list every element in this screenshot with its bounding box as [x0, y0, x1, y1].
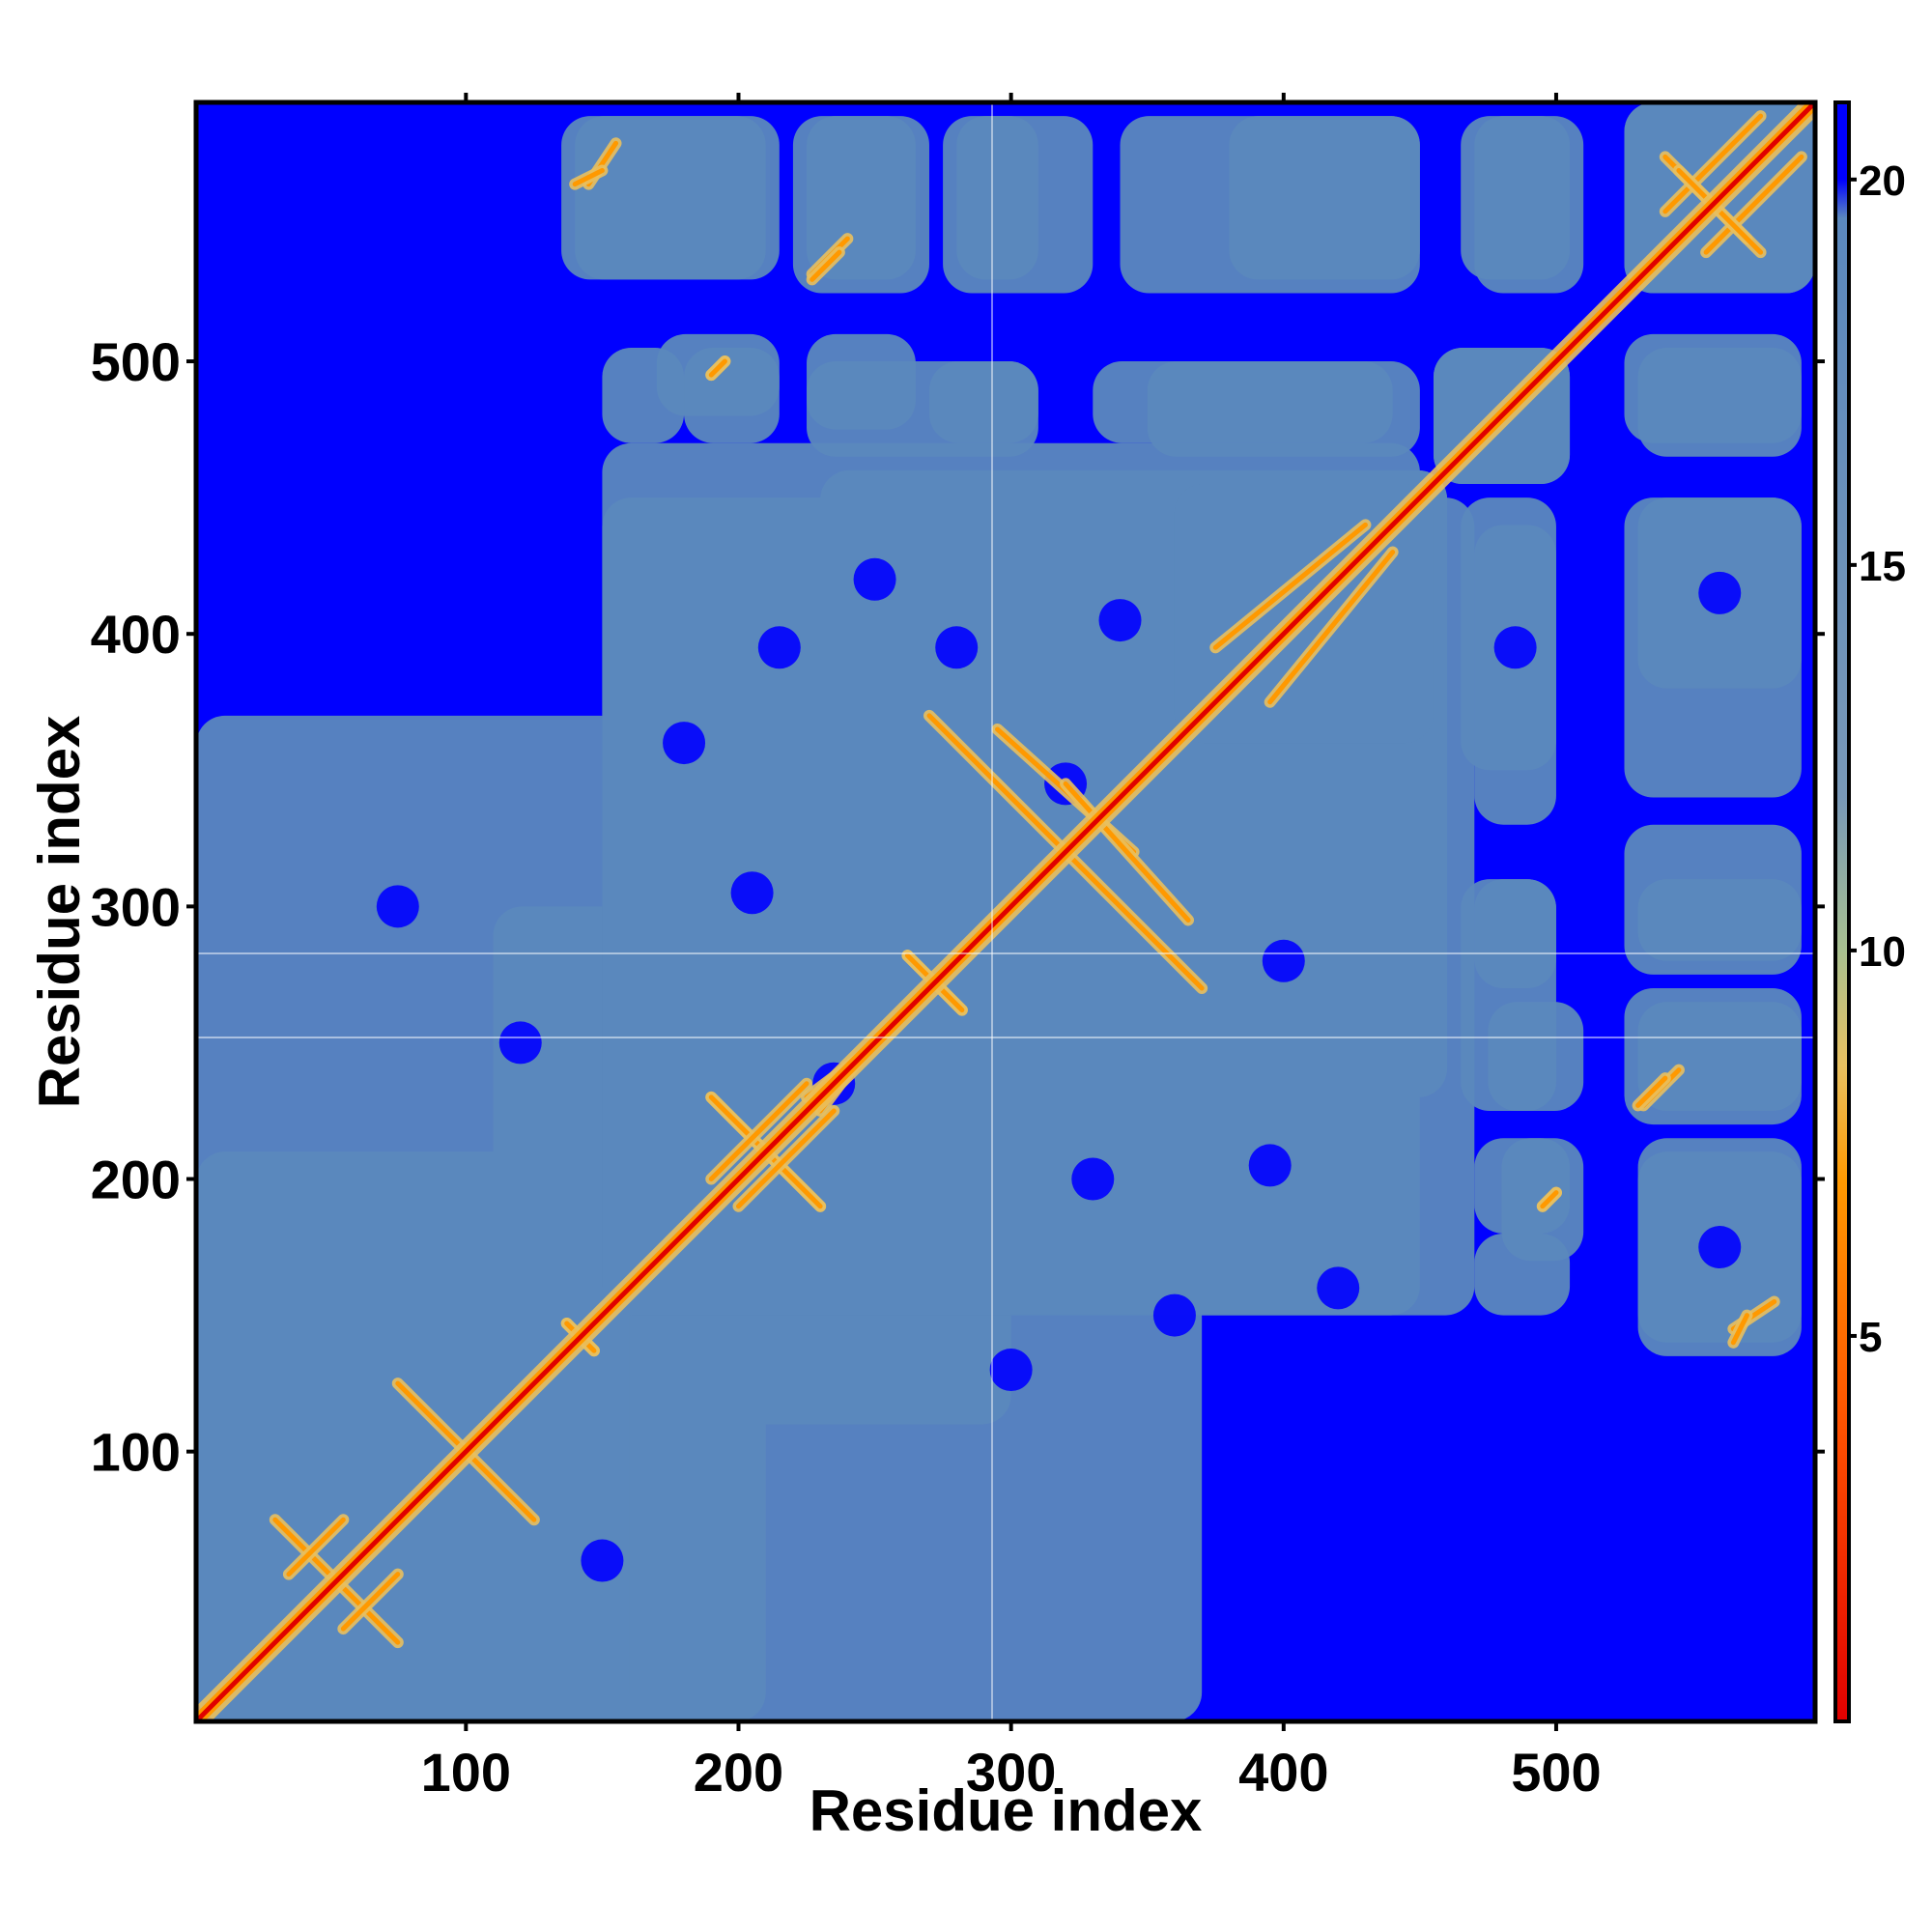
contact-line: [1540, 1190, 1559, 1209]
off-diagonal-block: [1637, 347, 1802, 457]
heatmap-layer: [196, 102, 1815, 1721]
y-tick-label: 100: [91, 1422, 181, 1483]
off-diagonal-block: [575, 116, 766, 280]
contact-line: [1063, 781, 1191, 923]
low-contact-spot: [1071, 1157, 1115, 1201]
x-tick-label: 100: [421, 1742, 511, 1803]
low-contact-spot: [853, 557, 896, 601]
off-diagonal-block: [1147, 361, 1420, 457]
off-diagonal-block: [1474, 1233, 1571, 1316]
colorbar-tick-label: 20: [1859, 157, 1906, 205]
off-diagonal-block: [1229, 116, 1420, 280]
off-diagonal-block: [1461, 116, 1571, 280]
contact-line: [1662, 113, 1764, 214]
low-contact-spot: [498, 1021, 542, 1065]
low-contact-spot: [1493, 626, 1537, 669]
colorbar-tick-label: 10: [1859, 928, 1906, 976]
low-contact-spot: [1698, 1226, 1742, 1269]
x-axis-title: Residue index: [810, 1778, 1203, 1843]
y-axis-title: Residue index: [27, 716, 92, 1109]
off-diagonal-block: [684, 347, 780, 443]
colorbar: [1833, 100, 1851, 1723]
low-contact-spot: [376, 885, 419, 928]
y-tick-label: 400: [91, 604, 181, 665]
low-contact-spot: [935, 626, 979, 669]
low-contact-spot: [1098, 599, 1142, 642]
colorbar-tick-label: 15: [1859, 543, 1906, 590]
off-diagonal-block: [956, 116, 1038, 280]
contact-line: [572, 168, 605, 187]
contact-line: [735, 1108, 837, 1209]
contact-line: [1063, 849, 1205, 991]
low-contact-spot: [989, 1349, 1033, 1392]
contact-line: [708, 358, 727, 378]
contact-line: [463, 1449, 537, 1522]
contact-line: [1635, 1075, 1668, 1108]
low-contact-spot: [1248, 1144, 1292, 1187]
colorbar-ticks: 5 10 15 20: [1849, 157, 1906, 1361]
low-contact-spot: [1317, 1266, 1360, 1310]
grid-lines: [196, 102, 1815, 1721]
low-contact-spot: [581, 1539, 624, 1582]
contact-line: [810, 249, 842, 282]
diagonal-line: [196, 102, 1815, 1721]
y-tick-label: 200: [91, 1150, 181, 1210]
low-contact-spot: [1698, 571, 1742, 614]
contact-line: [1212, 522, 1368, 650]
off-diagonal-block: [807, 361, 1038, 457]
low-contact-spot: [1262, 939, 1305, 982]
off-diagonal-block: [1474, 1138, 1571, 1234]
contact-line: [286, 1517, 346, 1577]
x-tick-label: 200: [694, 1742, 783, 1803]
contact-line: [926, 713, 1068, 855]
contact-line: [272, 1517, 332, 1577]
contact-line: [1730, 1313, 1749, 1346]
y-tick-label: 500: [91, 331, 181, 392]
contact-line: [1703, 154, 1804, 255]
y-tick-label: 300: [91, 876, 181, 937]
x-tick-label: 400: [1238, 1742, 1328, 1803]
contact-line: [395, 1380, 469, 1455]
off-diagonal-block: [602, 347, 685, 443]
x-tick-label: 300: [966, 1742, 1056, 1803]
colorbar-tick-label: 5: [1859, 1314, 1882, 1361]
off-diagonal-block: [1637, 1002, 1802, 1111]
domain-block: [196, 715, 630, 1721]
low-contact-spot: [1152, 1293, 1196, 1337]
off-diagonal-block: [807, 116, 916, 280]
off-diagonal-block: [1461, 879, 1556, 1111]
plot-frame: [193, 99, 1818, 1724]
off-diagonal-block: [1637, 879, 1802, 961]
low-contact-spot: [730, 871, 774, 915]
contact-line: [340, 1585, 401, 1645]
contact-line: [708, 1081, 810, 1182]
x-axis: 100 200 300 400 500: [421, 93, 1602, 1803]
y-axis: 100 200 300 400 500: [91, 331, 1825, 1483]
contact-line: [1267, 550, 1396, 705]
low-contact-spot: [663, 722, 706, 765]
contact-line: [340, 1572, 401, 1632]
x-tick-label: 500: [1511, 1742, 1601, 1803]
low-contact-spot: [757, 626, 801, 669]
